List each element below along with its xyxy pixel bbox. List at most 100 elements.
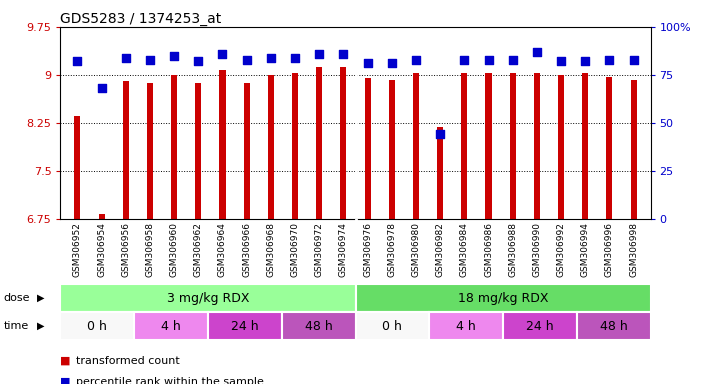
Bar bbox=[558, 75, 564, 219]
Bar bbox=[316, 67, 322, 219]
Text: GSM306972: GSM306972 bbox=[315, 222, 324, 277]
Point bbox=[555, 58, 567, 65]
Text: GSM306978: GSM306978 bbox=[387, 222, 396, 277]
Bar bbox=[486, 73, 491, 219]
Text: 4 h: 4 h bbox=[456, 320, 476, 333]
Text: 18 mg/kg RDX: 18 mg/kg RDX bbox=[458, 292, 548, 305]
Text: GSM306958: GSM306958 bbox=[146, 222, 154, 277]
Bar bbox=[534, 73, 540, 219]
Text: 24 h: 24 h bbox=[231, 320, 259, 333]
Bar bbox=[75, 116, 80, 219]
Text: 4 h: 4 h bbox=[161, 320, 181, 333]
Bar bbox=[292, 73, 298, 219]
Point bbox=[604, 56, 615, 63]
Text: GSM306984: GSM306984 bbox=[460, 222, 469, 277]
Text: GSM306960: GSM306960 bbox=[170, 222, 178, 277]
Text: ■: ■ bbox=[60, 377, 71, 384]
Point bbox=[338, 51, 349, 57]
Text: 3 mg/kg RDX: 3 mg/kg RDX bbox=[166, 292, 250, 305]
Bar bbox=[341, 67, 346, 219]
Point bbox=[507, 56, 518, 63]
Bar bbox=[503, 312, 577, 340]
Point bbox=[289, 55, 301, 61]
Point bbox=[314, 51, 325, 57]
Bar bbox=[429, 312, 503, 340]
Point bbox=[217, 51, 228, 57]
Bar bbox=[99, 214, 105, 219]
Bar bbox=[244, 83, 250, 219]
Text: GSM306988: GSM306988 bbox=[508, 222, 517, 277]
Text: GSM306996: GSM306996 bbox=[605, 222, 614, 277]
Point bbox=[459, 56, 470, 63]
Point bbox=[483, 56, 494, 63]
Point bbox=[386, 60, 397, 66]
Text: 48 h: 48 h bbox=[600, 320, 628, 333]
Text: dose: dose bbox=[4, 293, 30, 303]
Bar bbox=[60, 284, 356, 312]
Bar bbox=[356, 284, 651, 312]
Bar bbox=[196, 83, 201, 219]
Text: GSM306986: GSM306986 bbox=[484, 222, 493, 277]
Point bbox=[410, 56, 422, 63]
Text: ▶: ▶ bbox=[37, 293, 45, 303]
Point bbox=[241, 56, 252, 63]
Bar bbox=[171, 75, 177, 219]
Text: GSM306952: GSM306952 bbox=[73, 222, 82, 277]
Bar bbox=[365, 78, 370, 219]
Bar bbox=[461, 73, 467, 219]
Text: GSM306954: GSM306954 bbox=[97, 222, 106, 277]
Point bbox=[628, 56, 639, 63]
Text: GSM306998: GSM306998 bbox=[629, 222, 638, 277]
Bar bbox=[606, 77, 612, 219]
Text: GSM306976: GSM306976 bbox=[363, 222, 372, 277]
Bar bbox=[356, 312, 429, 340]
Point bbox=[193, 58, 204, 65]
Point bbox=[265, 55, 277, 61]
Text: GSM306966: GSM306966 bbox=[242, 222, 251, 277]
Bar bbox=[282, 312, 356, 340]
Text: 24 h: 24 h bbox=[526, 320, 554, 333]
Bar bbox=[582, 73, 588, 219]
Bar bbox=[60, 312, 134, 340]
Point bbox=[169, 53, 180, 59]
Text: GSM306982: GSM306982 bbox=[436, 222, 444, 277]
Point bbox=[72, 58, 83, 65]
Bar bbox=[510, 73, 515, 219]
Bar bbox=[147, 83, 153, 219]
Text: percentile rank within the sample: percentile rank within the sample bbox=[76, 377, 264, 384]
Text: GSM306962: GSM306962 bbox=[194, 222, 203, 277]
Text: transformed count: transformed count bbox=[76, 356, 180, 366]
Point bbox=[96, 85, 107, 91]
Bar bbox=[577, 312, 651, 340]
Text: GSM306980: GSM306980 bbox=[412, 222, 420, 277]
Point bbox=[362, 60, 373, 66]
Text: GSM306974: GSM306974 bbox=[339, 222, 348, 277]
Text: time: time bbox=[4, 321, 29, 331]
Point bbox=[579, 58, 591, 65]
Bar bbox=[437, 127, 443, 219]
Text: GSM306956: GSM306956 bbox=[122, 222, 130, 277]
Bar bbox=[134, 312, 208, 340]
Text: ▶: ▶ bbox=[37, 321, 45, 331]
Text: GSM306968: GSM306968 bbox=[267, 222, 275, 277]
Text: GSM306964: GSM306964 bbox=[218, 222, 227, 277]
Text: GSM306992: GSM306992 bbox=[557, 222, 565, 277]
Text: ■: ■ bbox=[60, 356, 71, 366]
Bar bbox=[413, 73, 419, 219]
Bar bbox=[220, 70, 225, 219]
Text: GSM306994: GSM306994 bbox=[581, 222, 589, 277]
Text: 48 h: 48 h bbox=[305, 320, 333, 333]
Bar bbox=[208, 312, 282, 340]
Point bbox=[120, 55, 132, 61]
Point bbox=[434, 131, 446, 137]
Bar bbox=[268, 75, 274, 219]
Text: GSM306990: GSM306990 bbox=[533, 222, 541, 277]
Text: 0 h: 0 h bbox=[383, 320, 402, 333]
Text: GSM306970: GSM306970 bbox=[291, 222, 299, 277]
Point bbox=[144, 56, 156, 63]
Bar bbox=[389, 80, 395, 219]
Bar bbox=[123, 81, 129, 219]
Bar bbox=[631, 80, 636, 219]
Text: 0 h: 0 h bbox=[87, 320, 107, 333]
Text: GDS5283 / 1374253_at: GDS5283 / 1374253_at bbox=[60, 12, 222, 25]
